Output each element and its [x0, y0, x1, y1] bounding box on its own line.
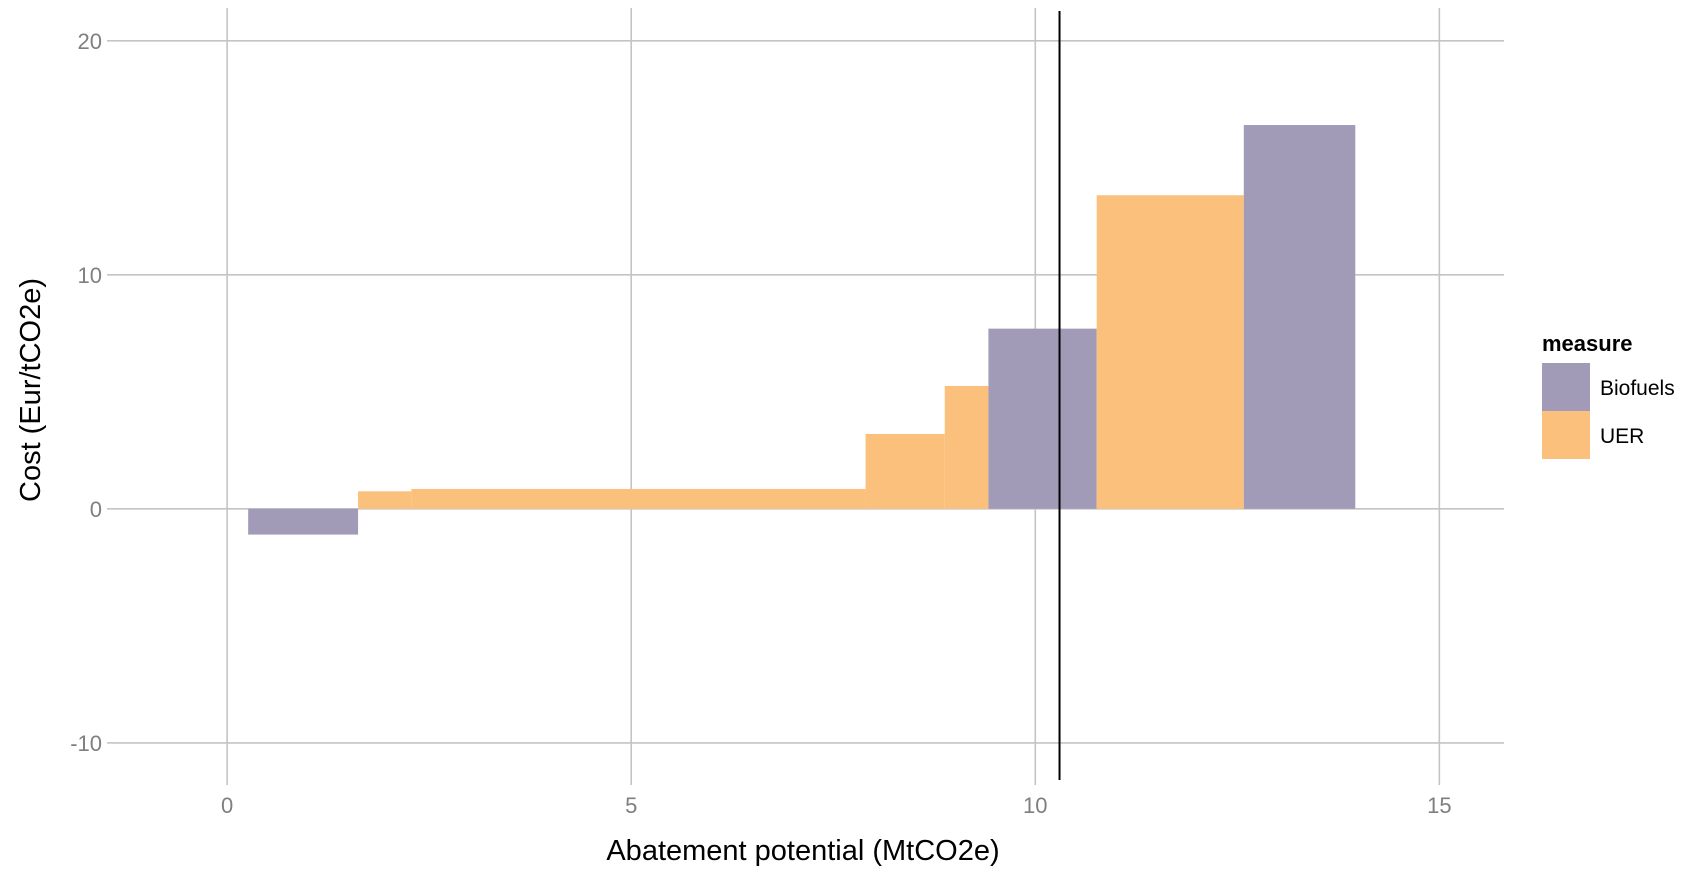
- bar-layer: [248, 125, 1356, 535]
- y-axis-title: Cost (Eur/tCO2e): [15, 278, 47, 502]
- y-tick-label: -10: [70, 731, 102, 756]
- x-tick-label: 5: [625, 793, 637, 818]
- bar-uer: [1096, 195, 1244, 509]
- legend: measure Biofuels UER: [1542, 331, 1675, 459]
- x-axis-title: Abatement potential (MtCO2e): [606, 835, 999, 867]
- bar-uer: [411, 488, 866, 509]
- legend-label-biofuels: Biofuels: [1600, 377, 1675, 400]
- x-tick-label: 0: [221, 793, 233, 818]
- bar-biofuels: [988, 328, 1097, 509]
- y-tick-label: 20: [78, 29, 102, 54]
- x-tick-label: 15: [1427, 793, 1451, 818]
- bar-uer: [944, 385, 989, 509]
- x-tick-label: 10: [1023, 793, 1047, 818]
- y-tick-label: 0: [90, 497, 102, 522]
- tick-layer: 0 5 10 15 -10 0 10 20: [70, 29, 1451, 818]
- y-tick-label: 10: [78, 263, 102, 288]
- legend-swatch-biofuels: [1542, 363, 1590, 411]
- bar-uer: [358, 491, 412, 509]
- bar-biofuels: [1243, 125, 1356, 509]
- legend-label-uer: UER: [1600, 425, 1644, 448]
- legend-swatch-uer: [1542, 411, 1590, 459]
- bar-uer: [865, 433, 945, 509]
- bar-biofuels: [248, 508, 359, 535]
- legend-title: measure: [1542, 331, 1633, 356]
